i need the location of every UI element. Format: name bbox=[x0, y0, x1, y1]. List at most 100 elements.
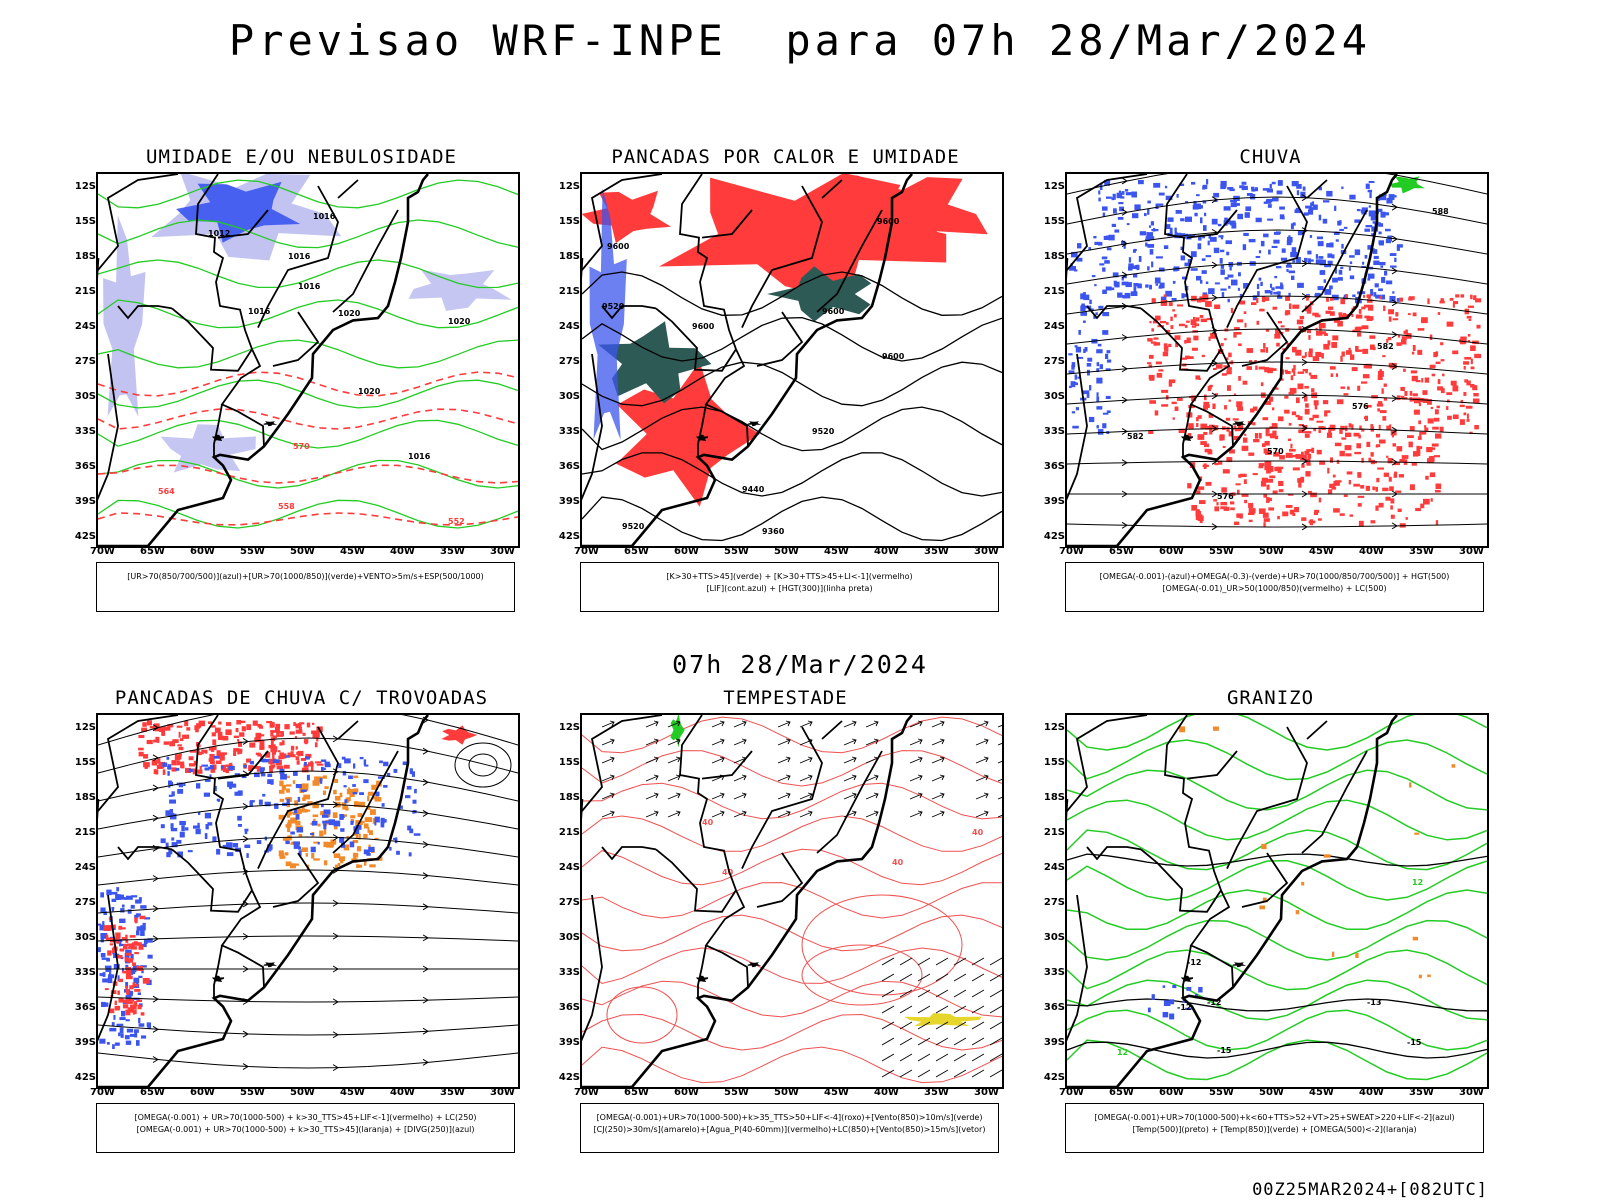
lat-tick-label: 42S bbox=[74, 1072, 96, 1083]
lat-tick-label: 33S bbox=[1043, 426, 1065, 437]
state-borders bbox=[582, 715, 883, 1042]
pressure-contour-label: 1016 bbox=[248, 307, 271, 316]
panel-storm: TEMPESTADE 40 40 40 40 12S 15S 18S 21S 24S 27S 30S 3… bbox=[558, 687, 1038, 1177]
lon-tick-label: 35W bbox=[924, 1087, 949, 1098]
map-canvas: 9600 9600 9520 9600 9600 9520 9440 9360 9520 9600 bbox=[582, 174, 1002, 546]
height-contour-label: 9600 bbox=[822, 307, 845, 316]
water-contour-label: 40 bbox=[972, 828, 984, 837]
lat-tick-label: 21S bbox=[1043, 827, 1065, 838]
omega-blue-area bbox=[1068, 235, 1113, 435]
streamline-500 bbox=[1067, 521, 1487, 531]
storm-red-area bbox=[441, 725, 478, 745]
legend-line: [OMEGA(-0.001) + UR>70(1000-500) + k>30_… bbox=[134, 1113, 477, 1122]
temp-850-contour bbox=[1067, 769, 1487, 811]
lon-tick-label: 40W bbox=[1359, 546, 1384, 557]
lon-tick-label: 60W bbox=[1159, 546, 1184, 557]
pressure-contour-label: 1016 bbox=[408, 452, 431, 461]
lon-tick-label: 70W bbox=[1059, 546, 1084, 557]
lon-tick-label: 50W bbox=[774, 1087, 799, 1098]
lat-tick-label: 36S bbox=[558, 1002, 580, 1013]
streamline-250 bbox=[98, 1024, 518, 1039]
map-canvas: 40 40 40 40 bbox=[582, 715, 1002, 1087]
thickness-contour bbox=[98, 464, 518, 484]
lon-tick-label: 40W bbox=[390, 546, 415, 557]
lon-tick-label: 65W bbox=[1109, 546, 1134, 557]
pressure-contour-label: 564 bbox=[158, 487, 175, 496]
lat-tick-label: 12S bbox=[558, 722, 580, 733]
lat-tick-label: 27S bbox=[558, 897, 580, 908]
precipitable-water-contour bbox=[582, 815, 1002, 852]
panel-legend: [K>30+TTS>45](verde) + [K>30+TTS>45+LI<-… bbox=[580, 562, 999, 612]
lat-tick-label: 18S bbox=[558, 792, 580, 803]
height-300-contour bbox=[582, 452, 1002, 497]
lon-tick-label: 50W bbox=[1259, 1087, 1284, 1098]
lat-tick-label: 18S bbox=[74, 251, 96, 262]
legend-line: [OMEGA(-0.001)+UR>70(1000-500)+k<60+TTS>… bbox=[1094, 1113, 1455, 1122]
humidity-south bbox=[160, 424, 256, 473]
unstable-area-red bbox=[832, 175, 988, 257]
forecast-date-label: 07h 28/Mar/2024 bbox=[672, 650, 928, 679]
unstable-area-teal bbox=[598, 321, 712, 404]
legend-line: [Temp(500)](preto) + [Temp(850)](verde) … bbox=[1132, 1125, 1417, 1134]
lon-tick-label: 35W bbox=[1409, 546, 1434, 557]
lon-tick-label: 45W bbox=[824, 1087, 849, 1098]
lake-mark bbox=[212, 434, 225, 442]
lake-mark bbox=[696, 975, 709, 983]
state-borders bbox=[98, 715, 399, 1042]
thickness-contour bbox=[98, 512, 518, 526]
pressure-contour-label: 1020 bbox=[338, 309, 361, 318]
coastline bbox=[582, 715, 913, 1087]
panel-title: TEMPESTADE bbox=[723, 687, 848, 709]
lon-tick-label: 60W bbox=[190, 546, 215, 557]
streamline-250 bbox=[98, 965, 518, 973]
lake-mark bbox=[696, 434, 709, 442]
streamline-500 bbox=[1067, 490, 1487, 498]
temperature-contour-label: -12 bbox=[1187, 958, 1201, 967]
precipitable-water-contour bbox=[582, 980, 1002, 1018]
precipitable-water-contour bbox=[582, 882, 1002, 919]
wind-vectors bbox=[601, 720, 1002, 1078]
lon-tick-label: 60W bbox=[1159, 1087, 1184, 1098]
water-contour-label: 40 bbox=[702, 818, 714, 827]
lat-tick-label: 15S bbox=[1043, 757, 1065, 768]
lat-tick-label: 21S bbox=[558, 286, 580, 297]
lon-tick-label: 45W bbox=[340, 1087, 365, 1098]
pressure-contour-label: 1020 bbox=[448, 317, 471, 326]
precipitable-water-contour bbox=[582, 716, 1002, 754]
lat-tick-label: 24S bbox=[74, 862, 96, 873]
legend-line: [OMEGA(-0.01)_UR>50(1000/850)(vermelho) … bbox=[1162, 584, 1387, 593]
unstable-area-red bbox=[616, 361, 760, 507]
panel-legend: [OMEGA(-0.001)+UR>70(1000-500)+k>35_TTS>… bbox=[580, 1103, 999, 1153]
rain-red-area bbox=[1187, 424, 1442, 528]
lon-tick-label: 30W bbox=[490, 546, 515, 557]
height-contour-label: 9440 bbox=[742, 485, 765, 494]
lon-tick-label: 40W bbox=[390, 1087, 415, 1098]
lat-tick-label: 15S bbox=[74, 757, 96, 768]
humidity-band bbox=[408, 269, 512, 311]
pressure-contour-label: 552 bbox=[448, 517, 465, 526]
streamline-500 bbox=[1067, 194, 1487, 225]
streamline-500 bbox=[1067, 260, 1487, 285]
lat-tick-label: 24S bbox=[558, 321, 580, 332]
height-300-contour bbox=[582, 361, 1002, 407]
streamline-250 bbox=[98, 1052, 518, 1072]
height-contour-label: 9520 bbox=[622, 522, 645, 531]
temperature-contour-label: -12 bbox=[1207, 998, 1221, 1007]
lat-tick-label: 21S bbox=[74, 827, 96, 838]
temp-500-contour bbox=[1067, 1041, 1487, 1059]
legend-line: [LIF](cont.azul) + [HGT(300)](linha pret… bbox=[706, 584, 873, 593]
lat-tick-label: 12S bbox=[558, 181, 580, 192]
lon-tick-label: 45W bbox=[1309, 1087, 1334, 1098]
low-level-humidity-contour bbox=[98, 339, 518, 369]
map-canvas: 588 582 576 570 582 576 bbox=[1067, 174, 1487, 546]
precipitable-water-contour bbox=[582, 914, 1002, 952]
model-run-label: 00Z25MAR2024+[082UTC] bbox=[1252, 1180, 1488, 1200]
low-level-humidity-contour bbox=[98, 419, 518, 449]
lat-tick-label: 18S bbox=[558, 251, 580, 262]
state-borders bbox=[582, 174, 883, 501]
height-contour-label: 588 bbox=[1432, 207, 1449, 216]
coastline bbox=[1067, 715, 1398, 1087]
temperature-contour-label: 12 bbox=[1117, 1048, 1128, 1057]
precipitable-water-contour bbox=[582, 1046, 1002, 1084]
temp-850-contour bbox=[1067, 739, 1487, 781]
